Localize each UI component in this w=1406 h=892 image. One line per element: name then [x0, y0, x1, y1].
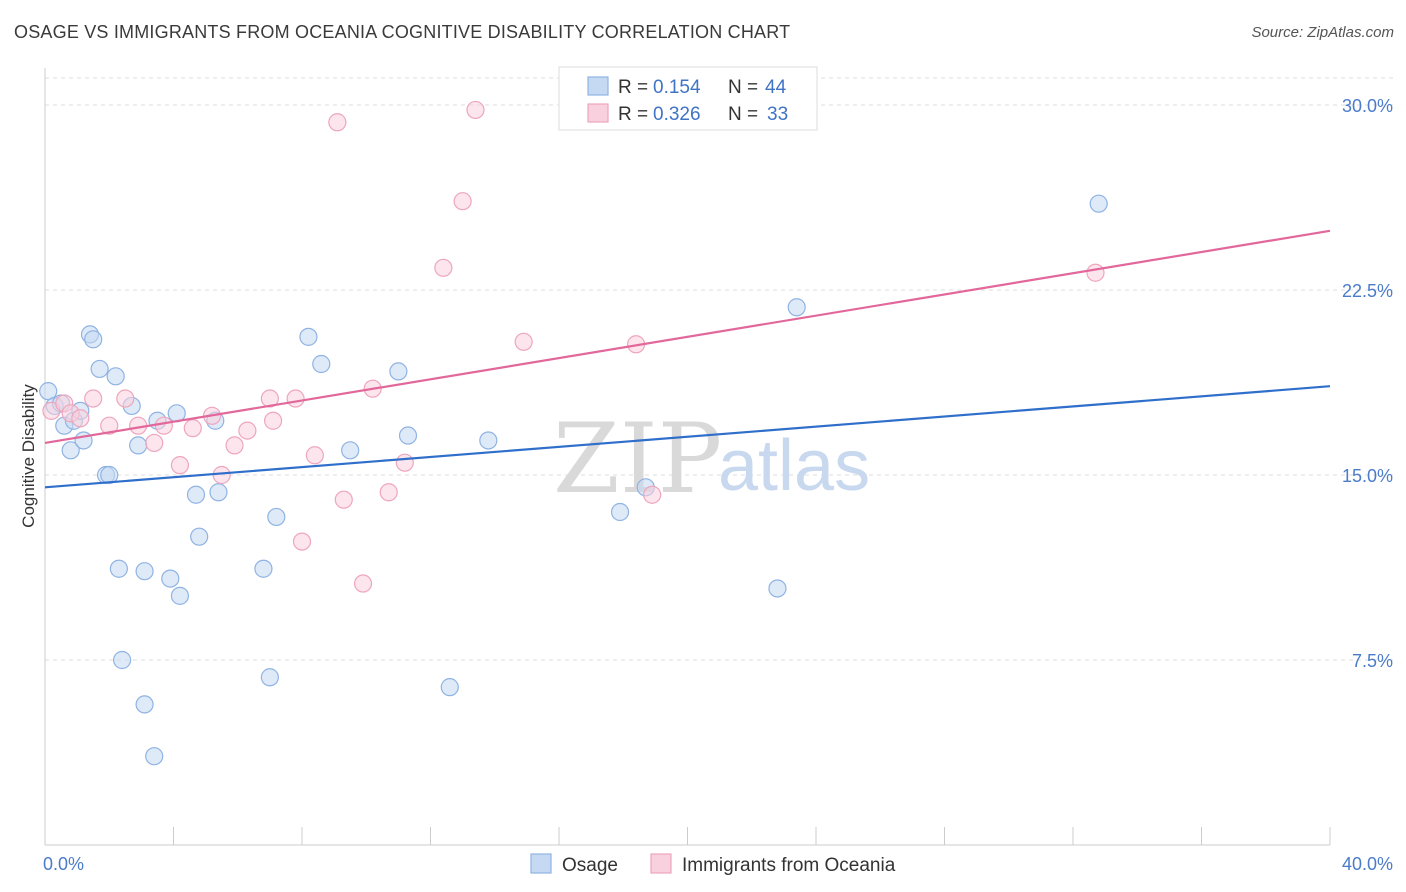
stats-legend: R = 0.154 N = 44 R = 0.326 N = 33: [558, 66, 818, 131]
oceania-point-29: [466, 100, 485, 120]
osage-legend-swatch: [587, 76, 609, 96]
osage-point-29: [254, 559, 273, 578]
y-tick-label-0: 7.5%: [1352, 651, 1393, 671]
oceania-point-5: [100, 416, 119, 435]
oceania-point-33: [1086, 263, 1105, 282]
osage-point-9: [84, 330, 103, 349]
oceania-point-10: [170, 456, 190, 475]
x-axis-ticks: [44, 827, 1331, 845]
osage-point-30: [260, 668, 279, 687]
osage-point-39: [610, 502, 630, 522]
oceania-point-6: [116, 389, 135, 408]
osage-n-label: N =: [728, 77, 758, 98]
oceania-point-15: [238, 421, 257, 440]
x-tick-label-min: 0.0%: [43, 854, 84, 874]
y-tick-label-2: 22.5%: [1342, 281, 1393, 301]
oceania-point-21: [328, 113, 347, 132]
osage-point-12: [100, 465, 119, 485]
oceania-point-22: [334, 490, 353, 509]
osage-point-18: [135, 562, 154, 581]
trend-lines: [44, 229, 1331, 489]
oceania-point-27: [434, 258, 453, 277]
osage-point-43: [1089, 194, 1108, 213]
source-label: Source: ZipAtlas.com: [1251, 24, 1394, 41]
oceania-r-value: 0.326: [653, 104, 701, 125]
oceania-trend-line: [44, 229, 1331, 445]
oceania-point-28: [453, 192, 472, 211]
x-tick-label-max: 40.0%: [1342, 854, 1393, 874]
osage-point-20: [145, 747, 164, 766]
osage-r-value: 0.154: [653, 77, 701, 98]
oceania-point-3: [71, 409, 90, 428]
osage-point-37: [440, 678, 459, 697]
y-tick-label-1: 15.0%: [1342, 466, 1393, 486]
oceania-point-16: [260, 389, 279, 408]
osage-point-25: [186, 485, 206, 504]
oceania-point-23: [353, 574, 373, 593]
oceania-point-20: [305, 446, 324, 465]
watermark-atlas: atlas: [718, 426, 870, 506]
oceania-point-17: [263, 411, 283, 430]
osage-point-17: [129, 436, 148, 455]
grid-lines: [45, 77, 1393, 661]
series-legend: Osage Immigrants from Oceania: [530, 853, 896, 876]
y-axis-title: Cognitive Disability: [19, 384, 38, 528]
osage-trend-line: [44, 385, 1331, 489]
oceania-point-14: [225, 436, 244, 455]
osage-point-32: [299, 327, 318, 346]
oceania-point-11: [183, 419, 202, 438]
osage-point-14: [109, 559, 128, 578]
oceania-r-label: R =: [618, 104, 648, 125]
oceania-point-18: [286, 389, 305, 408]
osage-point-36: [398, 426, 418, 445]
watermark-zip: ZIP: [553, 403, 722, 515]
oceania-point-8: [145, 433, 164, 453]
osage-point-13: [106, 367, 125, 386]
osage-point-35: [389, 362, 408, 381]
osage-point-24: [170, 586, 190, 605]
y-tick-label-3: 30.0%: [1342, 96, 1393, 116]
osage-series-swatch: [530, 853, 552, 874]
osage-point-38: [479, 431, 498, 450]
osage-r-label: R =: [618, 77, 648, 98]
oceania-legend-swatch: [587, 103, 609, 123]
osage-point-34: [341, 441, 360, 460]
osage-point-41: [768, 579, 787, 598]
osage-point-28: [209, 483, 228, 502]
osage-n-value: 44: [765, 77, 787, 98]
y-tick-labels: 7.5% 15.0% 22.5% 30.0%: [1342, 96, 1393, 671]
osage-point-4: [61, 441, 80, 460]
oceania-point-26: [395, 453, 414, 472]
oceania-series-label: Immigrants from Oceania: [682, 855, 896, 876]
oceania-n-value: 33: [767, 104, 788, 125]
oceania-series-swatch: [650, 853, 672, 874]
osage-point-31: [267, 507, 286, 527]
oceania-point-19: [292, 532, 312, 551]
osage-point-26: [190, 527, 209, 546]
osage-point-15: [112, 650, 132, 670]
oceania-point-32: [643, 485, 662, 504]
oceania-point-4: [84, 389, 103, 408]
osage-point-22: [161, 569, 180, 588]
oceania-point-9: [154, 416, 173, 435]
osage-point-19: [135, 695, 154, 714]
osage-series-label: Osage: [562, 855, 618, 876]
oceania-point-13: [212, 465, 231, 485]
oceania-points: [42, 100, 1105, 593]
oceania-n-label: N =: [728, 104, 758, 125]
osage-point-10: [90, 359, 109, 379]
osage-point-33: [312, 354, 331, 374]
oceania-point-30: [514, 332, 533, 351]
osage-point-42: [787, 298, 806, 317]
oceania-point-25: [379, 483, 398, 502]
chart-title: OSAGE VS IMMIGRANTS FROM OCEANIA COGNITI…: [14, 22, 791, 42]
